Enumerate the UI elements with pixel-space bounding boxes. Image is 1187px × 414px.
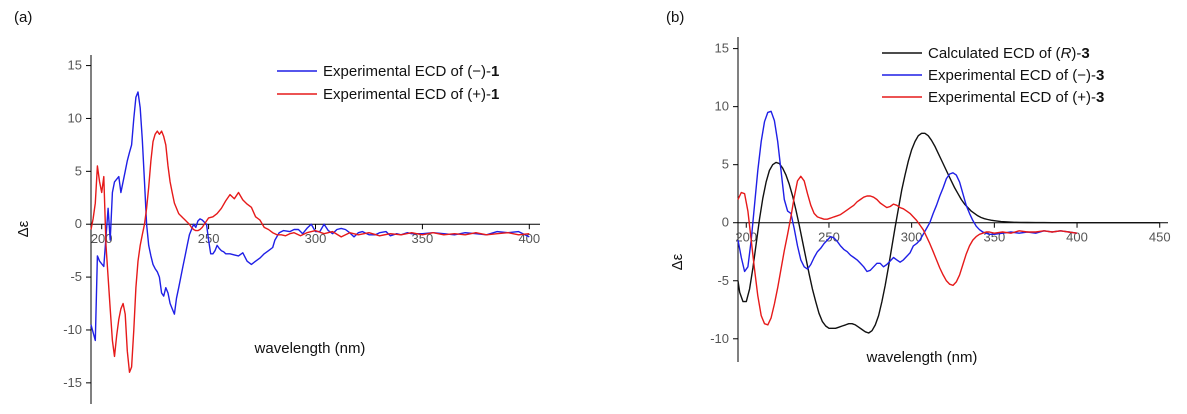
y-tick-label: -15	[63, 375, 82, 390]
x-tick-label: 450	[1149, 230, 1171, 245]
legend-label: Experimental ECD of (+)-3	[928, 89, 1104, 106]
series-line	[737, 175, 1078, 326]
y-tick-label: 10	[68, 110, 82, 125]
x-axis-label: wavelength (nm)	[254, 340, 366, 357]
y-axis-label: Δε	[669, 253, 686, 270]
legend-label: Experimental ECD of (−)-3	[928, 67, 1104, 84]
legend-label: Experimental ECD of (+)-1	[323, 86, 499, 103]
x-tick-label: 300	[901, 230, 923, 245]
y-tick-label: 10	[715, 99, 729, 114]
panel-label: (b)	[666, 9, 684, 26]
y-tick-label: -10	[63, 322, 82, 337]
y-tick-label: 15	[715, 41, 729, 56]
y-tick-label: 5	[722, 157, 729, 172]
x-tick-label: 250	[818, 230, 840, 245]
y-tick-label: -5	[717, 273, 729, 288]
series-line	[737, 110, 1078, 273]
legend-label: Calculated ECD of (R)-3	[928, 45, 1090, 62]
series-line	[90, 91, 530, 342]
y-tick-label: 15	[68, 58, 82, 73]
panel-label: (a)	[14, 9, 32, 26]
y-tick-label: -10	[710, 331, 729, 346]
x-tick-label: 200	[91, 231, 113, 246]
x-axis-label: wavelength (nm)	[866, 349, 978, 366]
x-tick-label: 350	[412, 231, 434, 246]
y-axis-label: Δε	[15, 220, 32, 237]
y-tick-label: -5	[70, 269, 82, 284]
y-tick-label: 5	[75, 163, 82, 178]
series-line	[737, 132, 1160, 334]
y-tick-label: 0	[722, 215, 729, 230]
x-tick-label: 300	[305, 231, 327, 246]
series-line	[90, 130, 530, 373]
y-tick-label: 0	[75, 216, 82, 231]
x-tick-label: 400	[1066, 230, 1088, 245]
legend-label: Experimental ECD of (−)-1	[323, 63, 499, 80]
